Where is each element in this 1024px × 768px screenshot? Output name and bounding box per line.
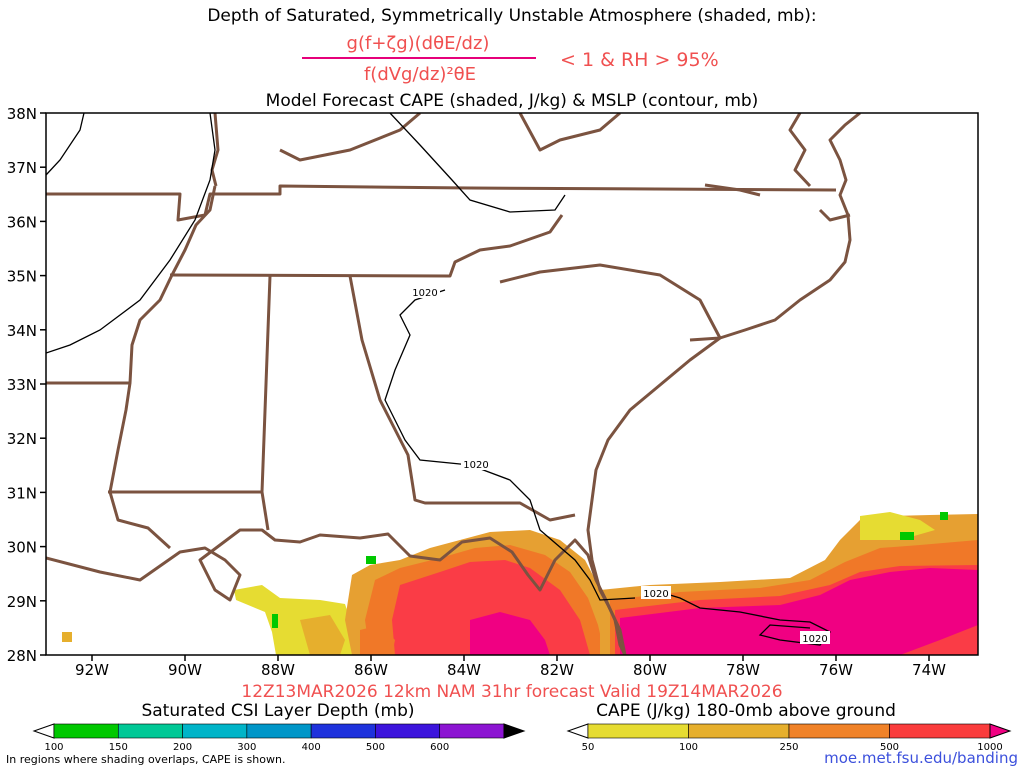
lat-label: 36N (7, 213, 37, 231)
latitude-axis: 38N 37N 36N 35N 34N 33N 32N 31N 30N 29N 28N (7, 105, 46, 665)
cape-tick-label: 100 (679, 742, 698, 753)
cape-swatch (788, 723, 890, 739)
fraction-numerator: g(f+ζg)(dθE/dz) (347, 33, 490, 54)
cape-tick-label: 250 (779, 742, 798, 753)
lat-label: 31N (7, 484, 37, 502)
lat-label: 37N (7, 159, 37, 177)
lat-label: 28N (7, 647, 37, 665)
csi-tick-label: 300 (237, 742, 256, 753)
lat-label: 30N (7, 539, 37, 557)
csi-tick-label: 200 (173, 742, 192, 753)
csi-swatch (246, 723, 312, 739)
csi-legend-title: Saturated CSI Layer Depth (mb) (141, 701, 414, 721)
csi-tick-label: 400 (302, 742, 321, 753)
cape-shading (62, 512, 978, 655)
csi-colorbar: 100 150 200 300 400 500 600 (32, 723, 526, 753)
lat-label: 29N (7, 593, 37, 611)
cape-high-tip (989, 723, 1012, 739)
isobar-label: 1020 (643, 589, 668, 600)
csi-tick-label: 600 (430, 742, 449, 753)
lon-label: 92W (75, 661, 109, 679)
lon-label: 80W (633, 661, 667, 679)
csi-low-tip (32, 723, 55, 739)
cape-low-tip (566, 723, 589, 739)
fraction-condition: < 1 & RH > 95% (560, 49, 719, 71)
cape-legend-title: CAPE (J/kg) 180-0mb above ground (596, 701, 896, 721)
credit-link[interactable]: moe.met.fsu.edu/banding (824, 749, 1018, 767)
csi-swatch (53, 723, 119, 739)
lon-label: 82W (540, 661, 574, 679)
mslp-contours (46, 113, 831, 646)
state-boundaries (46, 113, 861, 655)
csi-high-tip (503, 723, 526, 739)
cape-tick-label: 500 (880, 742, 899, 753)
map-area: 1020 1020 1020 1020 (45, 112, 979, 656)
forecast-line: 12Z13MAR2026 12km NAM 31hr forecast Vali… (241, 682, 782, 702)
lat-label: 34N (7, 322, 37, 340)
lon-label: 90W (168, 661, 202, 679)
csi-swatch (439, 723, 505, 739)
lon-label: 84W (447, 661, 481, 679)
cape-tick-label: 1000 (977, 742, 1002, 753)
lat-label: 33N (7, 376, 37, 394)
lat-label: 32N (7, 430, 37, 448)
csi-tick-label: 500 (366, 742, 385, 753)
fraction-denominator: f(dVg/dz)²θE (364, 64, 476, 85)
lon-label: 74W (912, 661, 946, 679)
cape-colorbar: 50 100 250 500 1000 (566, 723, 1012, 753)
csi-swatch (182, 723, 248, 739)
lon-label: 78W (726, 661, 760, 679)
cape-swatch (587, 723, 689, 739)
longitude-axis: 92W 90W 88W 86W 84W 82W 80W 78W 76W 74W (75, 655, 946, 679)
csi-tick-label: 150 (109, 742, 128, 753)
isobar-label: 1020 (412, 288, 437, 299)
lat-label: 38N (7, 105, 37, 123)
csi-swatch (375, 723, 441, 739)
lon-label: 88W (261, 661, 295, 679)
cape-tick-label: 50 (582, 742, 595, 753)
lon-label: 86W (354, 661, 388, 679)
title-line-3: Model Forecast CAPE (shaded, J/kg) & MSL… (266, 91, 759, 111)
isobar-labels: 1020 1020 1020 1020 (410, 285, 830, 645)
lon-label: 76W (819, 661, 853, 679)
csi-swatch (310, 723, 376, 739)
cape-swatch (889, 723, 991, 739)
lat-label: 35N (7, 268, 37, 286)
footnote: In regions where shading overlaps, CAPE … (6, 753, 285, 766)
csi-swatch (117, 723, 183, 739)
title-line-1: Depth of Saturated, Symmetrically Unstab… (207, 6, 816, 26)
csi-tick-label: 100 (44, 742, 63, 753)
isobar-label: 1020 (463, 460, 488, 471)
isobar-label: 1020 (802, 634, 827, 645)
cape-swatch (688, 723, 790, 739)
